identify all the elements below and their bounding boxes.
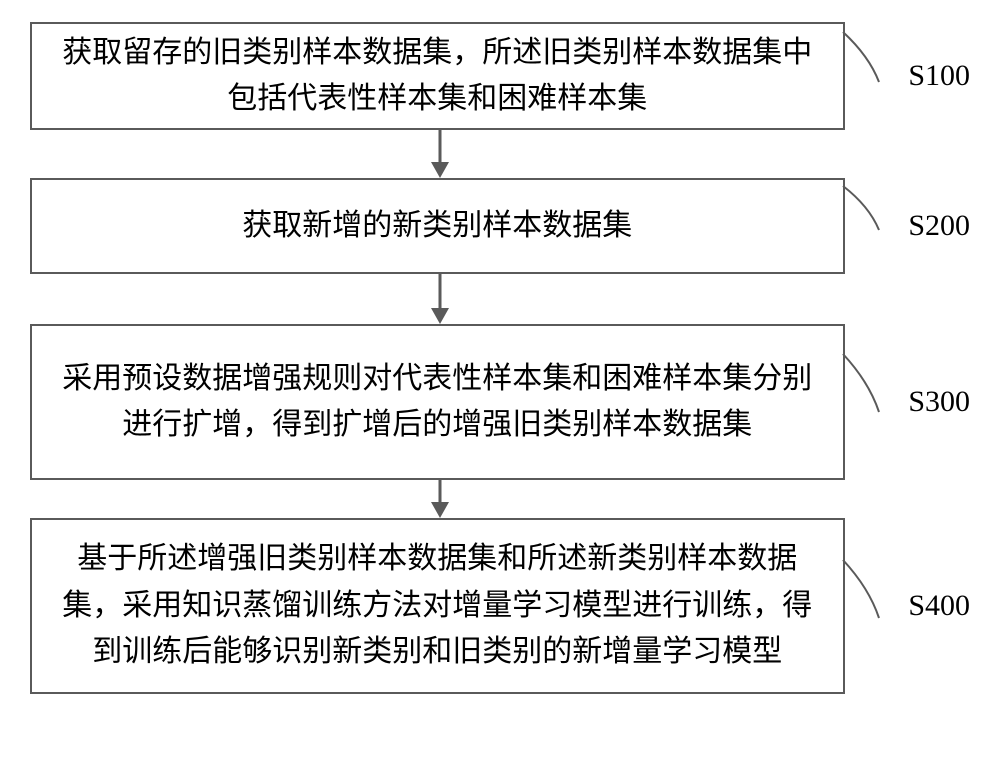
flowchart-container: 获取留存的旧类别样本数据集，所述旧类别样本数据集中包括代表性样本集和困难样本集 … [30, 22, 970, 694]
flow-row-s300: 采用预设数据增强规则对代表性样本集和困难样本集分别进行扩增，得到扩增后的增强旧类… [30, 324, 970, 480]
flow-arrow-3 [30, 480, 850, 518]
flow-label-s200: S200 [908, 209, 970, 243]
curve-icon [841, 22, 881, 130]
arrow-down-icon [425, 130, 455, 178]
flow-box-s200: 获取新增的新类别样本数据集 [30, 178, 845, 274]
label-connector-s100 [845, 22, 879, 130]
arrow-down-icon [425, 274, 455, 324]
label-connector-s200 [845, 178, 879, 274]
flow-label-s300: S300 [908, 385, 970, 419]
arrow-down-icon [425, 480, 455, 518]
flow-box-text: 获取留存的旧类别样本数据集，所述旧类别样本数据集中包括代表性样本集和困难样本集 [58, 30, 817, 123]
flow-box-text: 基于所述增强旧类别样本数据集和所述新类别样本数据集，采用知识蒸馏训练方法对增量学… [58, 536, 817, 676]
flow-box-text: 采用预设数据增强规则对代表性样本集和困难样本集分别进行扩增，得到扩增后的增强旧类… [58, 356, 817, 449]
curve-icon [841, 178, 881, 274]
flow-row-s100: 获取留存的旧类别样本数据集，所述旧类别样本数据集中包括代表性样本集和困难样本集 … [30, 22, 970, 130]
flow-row-s400: 基于所述增强旧类别样本数据集和所述新类别样本数据集，采用知识蒸馏训练方法对增量学… [30, 518, 970, 694]
label-connector-s300 [845, 324, 879, 480]
flow-box-s400: 基于所述增强旧类别样本数据集和所述新类别样本数据集，采用知识蒸馏训练方法对增量学… [30, 518, 845, 694]
flow-row-s200: 获取新增的新类别样本数据集 S200 [30, 178, 970, 274]
flow-box-s300: 采用预设数据增强规则对代表性样本集和困难样本集分别进行扩增，得到扩增后的增强旧类… [30, 324, 845, 480]
flow-arrow-2 [30, 274, 850, 324]
flow-label-s100: S100 [908, 59, 970, 93]
flow-arrow-1 [30, 130, 850, 178]
flow-box-s100: 获取留存的旧类别样本数据集，所述旧类别样本数据集中包括代表性样本集和困难样本集 [30, 22, 845, 130]
flow-label-s400: S400 [908, 589, 970, 623]
flow-box-text: 获取新增的新类别样本数据集 [242, 203, 632, 250]
curve-icon [841, 324, 881, 480]
label-connector-s400 [845, 518, 879, 694]
curve-icon [841, 518, 881, 694]
